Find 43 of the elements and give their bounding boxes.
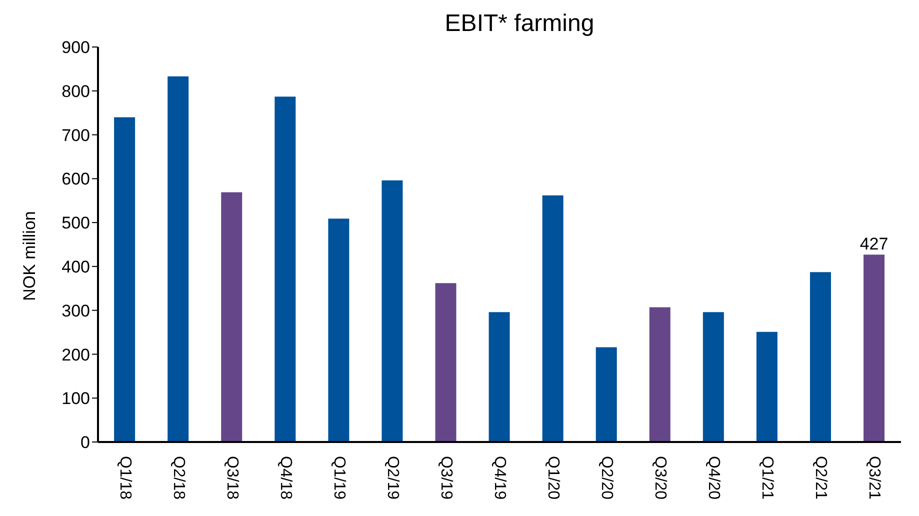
x-tick-label: Q1/20 xyxy=(544,456,562,500)
bar xyxy=(756,332,778,442)
y-tick-label: 200 xyxy=(62,345,90,364)
bar xyxy=(488,312,510,442)
x-tick-label: Q3/18 xyxy=(223,456,240,500)
x-tick-label: Q1/18 xyxy=(116,456,134,500)
bar xyxy=(328,218,350,442)
bar xyxy=(542,195,564,442)
bar xyxy=(435,283,456,442)
x-tick-label: Q2/19 xyxy=(384,456,401,500)
y-tick-label: 600 xyxy=(62,170,90,189)
x-tick-label: Q3/21 xyxy=(866,456,883,500)
y-tick-label: 500 xyxy=(62,214,90,233)
x-tick-label: Q2/20 xyxy=(598,456,616,500)
x-tick-label: Q2/21 xyxy=(812,456,830,500)
y-axis-title: NOK million xyxy=(20,211,40,301)
x-tick-label: Q3/20 xyxy=(652,456,669,500)
bar xyxy=(114,117,136,442)
chart-title: EBIT* farming xyxy=(444,10,596,38)
y-tick-label: 700 xyxy=(62,126,90,145)
x-tick-label: Q4/20 xyxy=(705,456,722,500)
x-tick-label: Q3/19 xyxy=(437,456,454,500)
y-tick-label: 100 xyxy=(62,389,90,408)
x-tick-label: Q1/19 xyxy=(330,456,348,500)
bar xyxy=(274,96,296,442)
x-tick-label: Q4/18 xyxy=(276,456,294,500)
x-tick-label: Q1/21 xyxy=(758,456,776,500)
data-label: 427 xyxy=(860,234,888,254)
x-tick-label: Q4/19 xyxy=(491,456,508,500)
x-tick-label: Q2/18 xyxy=(170,456,187,500)
y-tick-label: 300 xyxy=(62,301,90,320)
y-tick-label: 0 xyxy=(80,433,90,452)
bar xyxy=(702,312,724,442)
bar xyxy=(864,254,885,442)
bar xyxy=(221,192,242,442)
bar xyxy=(168,76,189,442)
bar xyxy=(810,272,831,442)
bar xyxy=(382,180,403,442)
bar xyxy=(596,347,617,442)
y-tick-label: 400 xyxy=(62,257,90,276)
bar xyxy=(649,307,670,442)
y-tick-label: 900 xyxy=(62,38,90,58)
y-tick-label: 800 xyxy=(62,82,90,101)
